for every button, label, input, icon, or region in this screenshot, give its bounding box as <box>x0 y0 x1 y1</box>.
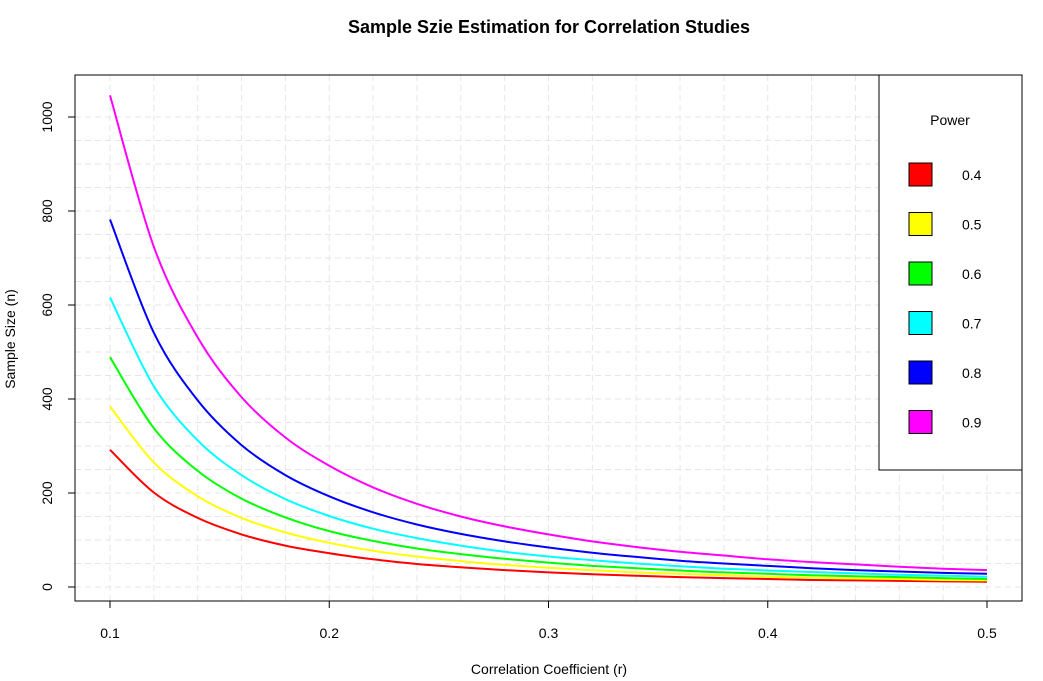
legend: Power 0.4 0.5 0.6 0.7 0.8 0.9 <box>878 74 1023 471</box>
series-line-power-0.7 <box>109 297 988 578</box>
legend-label-0.9: 0.9 <box>962 415 982 431</box>
legend-label-0.8: 0.8 <box>962 365 982 381</box>
y-tick-label: 200 <box>39 481 55 505</box>
legend-title: Power <box>930 112 970 128</box>
series-line-power-0.9 <box>109 95 988 572</box>
series-line-power-0.4 <box>109 449 988 583</box>
y-tick-label: 0 <box>39 583 55 591</box>
chart-title: Sample Szie Estimation for Correlation S… <box>348 17 750 37</box>
legend-swatch-0.5 <box>908 212 933 236</box>
legend-swatch-0.6 <box>908 261 933 286</box>
legend-label-0.5: 0.5 <box>962 217 982 233</box>
series-line-power-0.6 <box>109 356 988 580</box>
series-lines <box>109 95 988 583</box>
legend-swatch-0.7 <box>908 311 933 335</box>
legend-label-0.6: 0.6 <box>962 266 982 282</box>
y-tick-label: 800 <box>39 199 55 223</box>
x-axis: 0.1 0.2 0.3 0.4 0.5 <box>100 601 997 641</box>
legend-label-0.4: 0.4 <box>962 167 982 183</box>
y-tick-label: 1000 <box>39 101 55 132</box>
legend-swatch-0.8 <box>908 360 933 385</box>
x-tick-label: 0.2 <box>320 625 340 641</box>
x-tick-label: 0.1 <box>100 625 120 641</box>
x-tick-label: 0.4 <box>758 625 778 641</box>
y-axis-title: Sample Size (n) <box>2 289 18 389</box>
series-line-power-0.5 <box>109 405 988 582</box>
x-tick-label: 0.3 <box>539 625 559 641</box>
legend-swatch-0.9 <box>908 410 933 434</box>
legend-items: 0.4 0.5 0.6 0.7 0.8 0.9 <box>908 162 982 434</box>
legend-label-0.7: 0.7 <box>962 316 982 332</box>
y-axis: 0 200 400 600 800 1000 <box>39 101 75 591</box>
y-tick-label: 600 <box>39 293 55 317</box>
y-tick-label: 400 <box>39 387 55 411</box>
series-line-power-0.8 <box>109 219 988 575</box>
legend-box <box>878 74 1023 471</box>
x-axis-title: Correlation Coefficient (r) <box>471 661 627 677</box>
legend-swatch-0.4 <box>908 162 933 187</box>
x-tick-label: 0.5 <box>977 625 997 641</box>
grid <box>75 75 1022 601</box>
